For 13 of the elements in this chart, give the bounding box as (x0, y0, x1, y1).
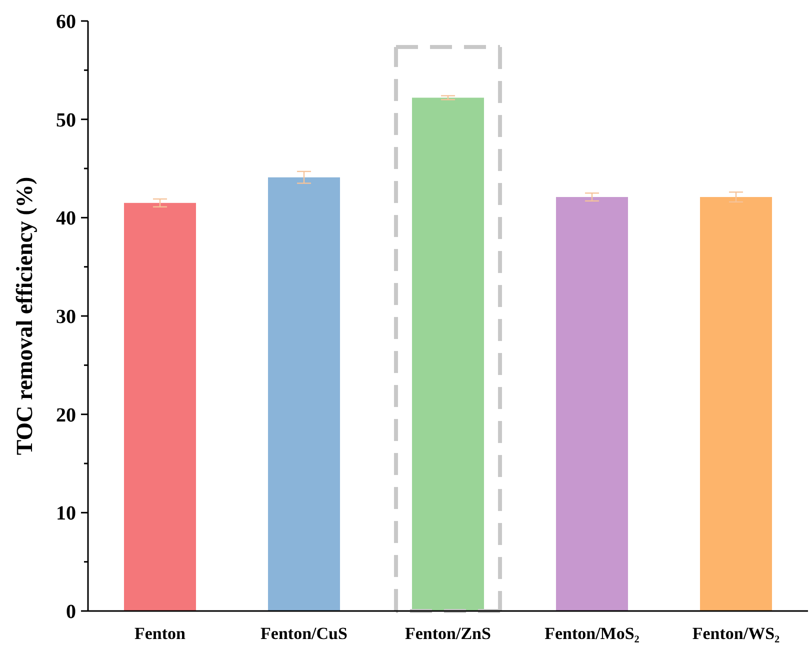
y-tick-label: 30 (56, 306, 76, 328)
y-tick-label: 60 (56, 11, 76, 33)
y-tick-label: 0 (66, 601, 76, 623)
x-tick-label: Fenton/WS₂ (692, 624, 780, 643)
y-tick-label: 40 (56, 208, 76, 230)
y-tick-label: 50 (56, 109, 76, 132)
y-tick-label: 20 (56, 404, 76, 426)
y-axis-title: TOC removal efficiency (%) (12, 176, 37, 456)
x-tick-label: Fenton/ZnS (405, 624, 491, 643)
x-tick-label: Fenton (134, 624, 186, 643)
x-tick-label: Fenton/MoS₂ (544, 624, 640, 643)
x-tick-label: Fenton/CuS (260, 624, 348, 643)
y-tick-label: 10 (56, 502, 76, 525)
